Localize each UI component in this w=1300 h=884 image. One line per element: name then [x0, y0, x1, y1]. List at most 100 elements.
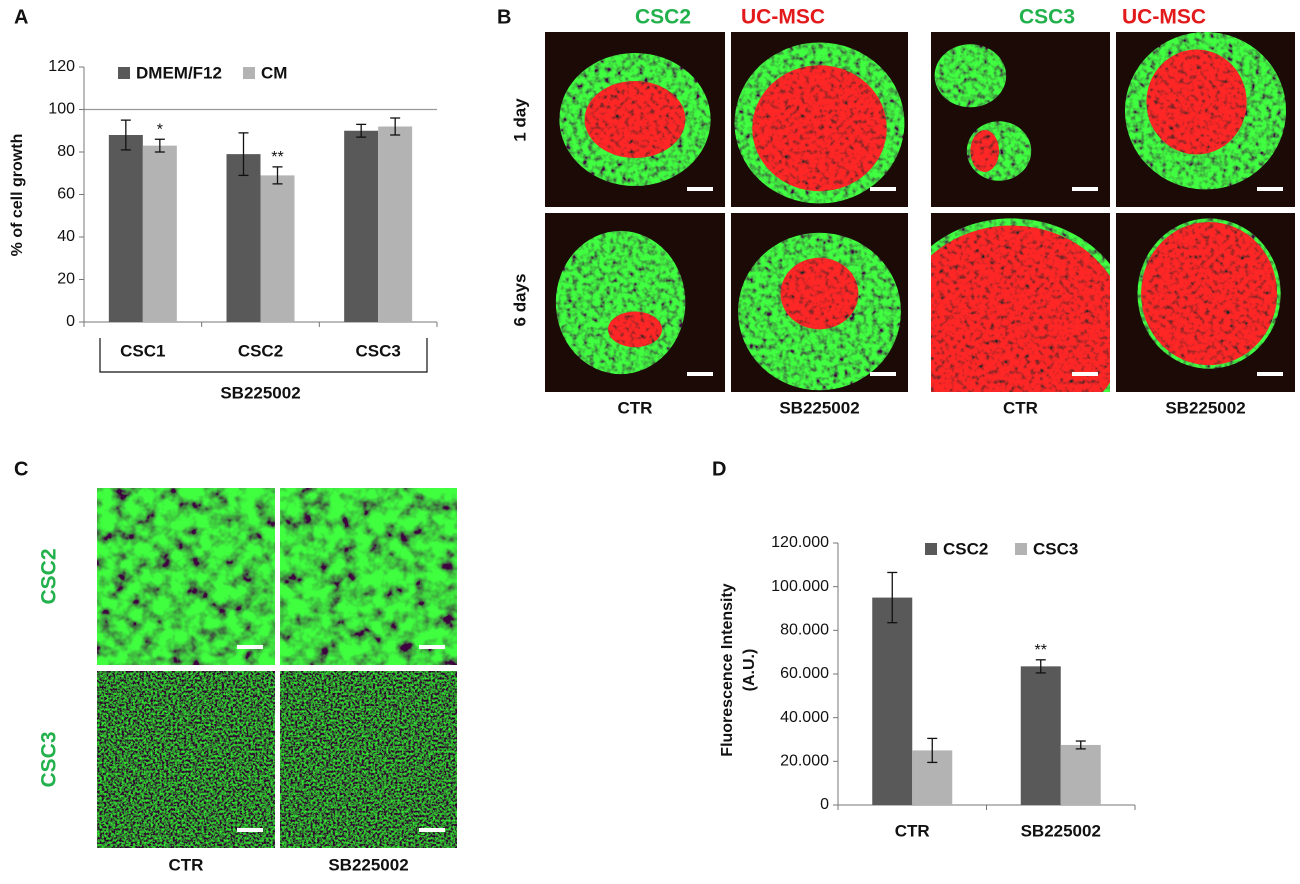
x-tick-label: CSC3 — [355, 341, 400, 360]
y-tick-label: 120.000 — [771, 534, 829, 551]
micrograph — [545, 32, 725, 207]
y-axis-label: % of cell growth — [9, 134, 26, 257]
y-tick-label: 100.000 — [771, 578, 829, 595]
y-tick-label: 80.000 — [780, 622, 829, 639]
red-cells — [1141, 221, 1278, 366]
image-texture — [97, 671, 275, 848]
scale-bar — [870, 372, 896, 376]
y-tick-label: 40.000 — [780, 709, 829, 726]
y-tick-label: 0 — [66, 313, 75, 330]
y-tick-label: 20 — [57, 271, 75, 288]
legend-label: DMEM/F12 — [136, 63, 222, 82]
column-label: CTR — [1003, 398, 1038, 417]
image-texture — [280, 488, 457, 665]
micrograph — [731, 213, 908, 392]
x-tick-label: CTR — [895, 821, 930, 840]
red-cells — [780, 257, 859, 330]
bar — [1060, 744, 1101, 805]
y-axis-label: Fluorescence Intensity — [719, 583, 736, 756]
legend-swatch — [118, 67, 130, 79]
column-header: CSC3 — [1019, 6, 1075, 29]
image-content — [1124, 32, 1287, 190]
image-content — [931, 218, 1110, 392]
column-label: SB225002 — [328, 855, 408, 874]
legend-label: CSC3 — [1033, 539, 1078, 558]
y-tick-label: 80 — [57, 143, 75, 160]
x-tick-label: CSC1 — [120, 341, 165, 360]
scale-bar — [1072, 372, 1098, 376]
red-cells — [752, 65, 887, 192]
image-texture — [280, 671, 457, 848]
scale-bar — [237, 828, 263, 832]
column-label: CTR — [169, 855, 204, 874]
image-content — [555, 230, 686, 375]
micrograph — [931, 32, 1110, 207]
legend-swatch — [1015, 543, 1027, 555]
legend-swatch — [243, 67, 255, 79]
significance: ** — [271, 149, 283, 166]
significance: * — [157, 121, 163, 138]
column-header: CSC2 — [635, 6, 691, 29]
group-bracket — [99, 338, 428, 373]
column-header: UC-MSC — [1122, 6, 1206, 29]
scale-bar — [687, 187, 713, 191]
error-bar — [927, 737, 938, 764]
y-tick-label: 40 — [57, 228, 75, 245]
micrograph — [97, 488, 275, 665]
micrograph — [1116, 32, 1295, 207]
error-bar — [887, 571, 898, 624]
red-cells — [931, 225, 1110, 392]
y-tick-label: 120 — [48, 58, 75, 75]
scale-bar — [1257, 187, 1283, 191]
error-bar — [238, 132, 249, 177]
x-tick-label: SB225002 — [1021, 821, 1101, 840]
error-bar — [390, 117, 401, 136]
x-tick-label: CSC2 — [238, 341, 283, 360]
row-label: 6 days — [510, 274, 529, 327]
bar — [260, 175, 295, 322]
y-tick-label: 60.000 — [780, 665, 829, 682]
micrograph — [97, 671, 275, 848]
error-bar — [272, 166, 283, 185]
bar — [378, 126, 413, 322]
red-cells — [1146, 49, 1247, 155]
panel-label: C — [14, 458, 28, 480]
scale-bar — [419, 645, 445, 649]
y-tick-label: 0 — [820, 796, 829, 813]
bar — [226, 154, 261, 322]
image-texture — [97, 488, 275, 665]
red-cells — [970, 130, 1000, 172]
red-cells — [608, 311, 662, 348]
image-content — [738, 232, 901, 391]
scale-bar — [1072, 187, 1098, 191]
row-label: CSC2 — [38, 548, 61, 604]
error-bar — [356, 123, 367, 138]
row-label: 1 day — [510, 98, 529, 142]
significance: ** — [1035, 642, 1047, 659]
image-content — [1137, 218, 1281, 369]
panel-label: B — [497, 6, 511, 28]
image-content — [734, 42, 905, 204]
y-axis-label: (A.U.) — [741, 649, 758, 692]
bar — [1020, 666, 1061, 805]
column-label: SB225002 — [779, 398, 859, 417]
y-tick-label: 20.000 — [780, 753, 829, 770]
group-label: SB225002 — [220, 383, 300, 402]
green-cells — [555, 230, 686, 375]
legend-label: CSC2 — [943, 539, 988, 558]
column-label: CTR — [618, 398, 653, 417]
image-content — [559, 53, 711, 186]
bar — [142, 145, 177, 322]
y-tick-label: 60 — [57, 186, 75, 203]
column-label: SB225002 — [1165, 398, 1245, 417]
scale-bar — [1257, 372, 1283, 376]
legend-swatch — [925, 543, 937, 555]
bracket-line — [99, 338, 428, 373]
micrograph — [1116, 213, 1295, 392]
image-content — [934, 44, 1032, 181]
error-bar — [120, 119, 131, 151]
error-bar — [154, 138, 165, 153]
micrograph — [280, 488, 457, 665]
panel-label: A — [14, 6, 28, 28]
